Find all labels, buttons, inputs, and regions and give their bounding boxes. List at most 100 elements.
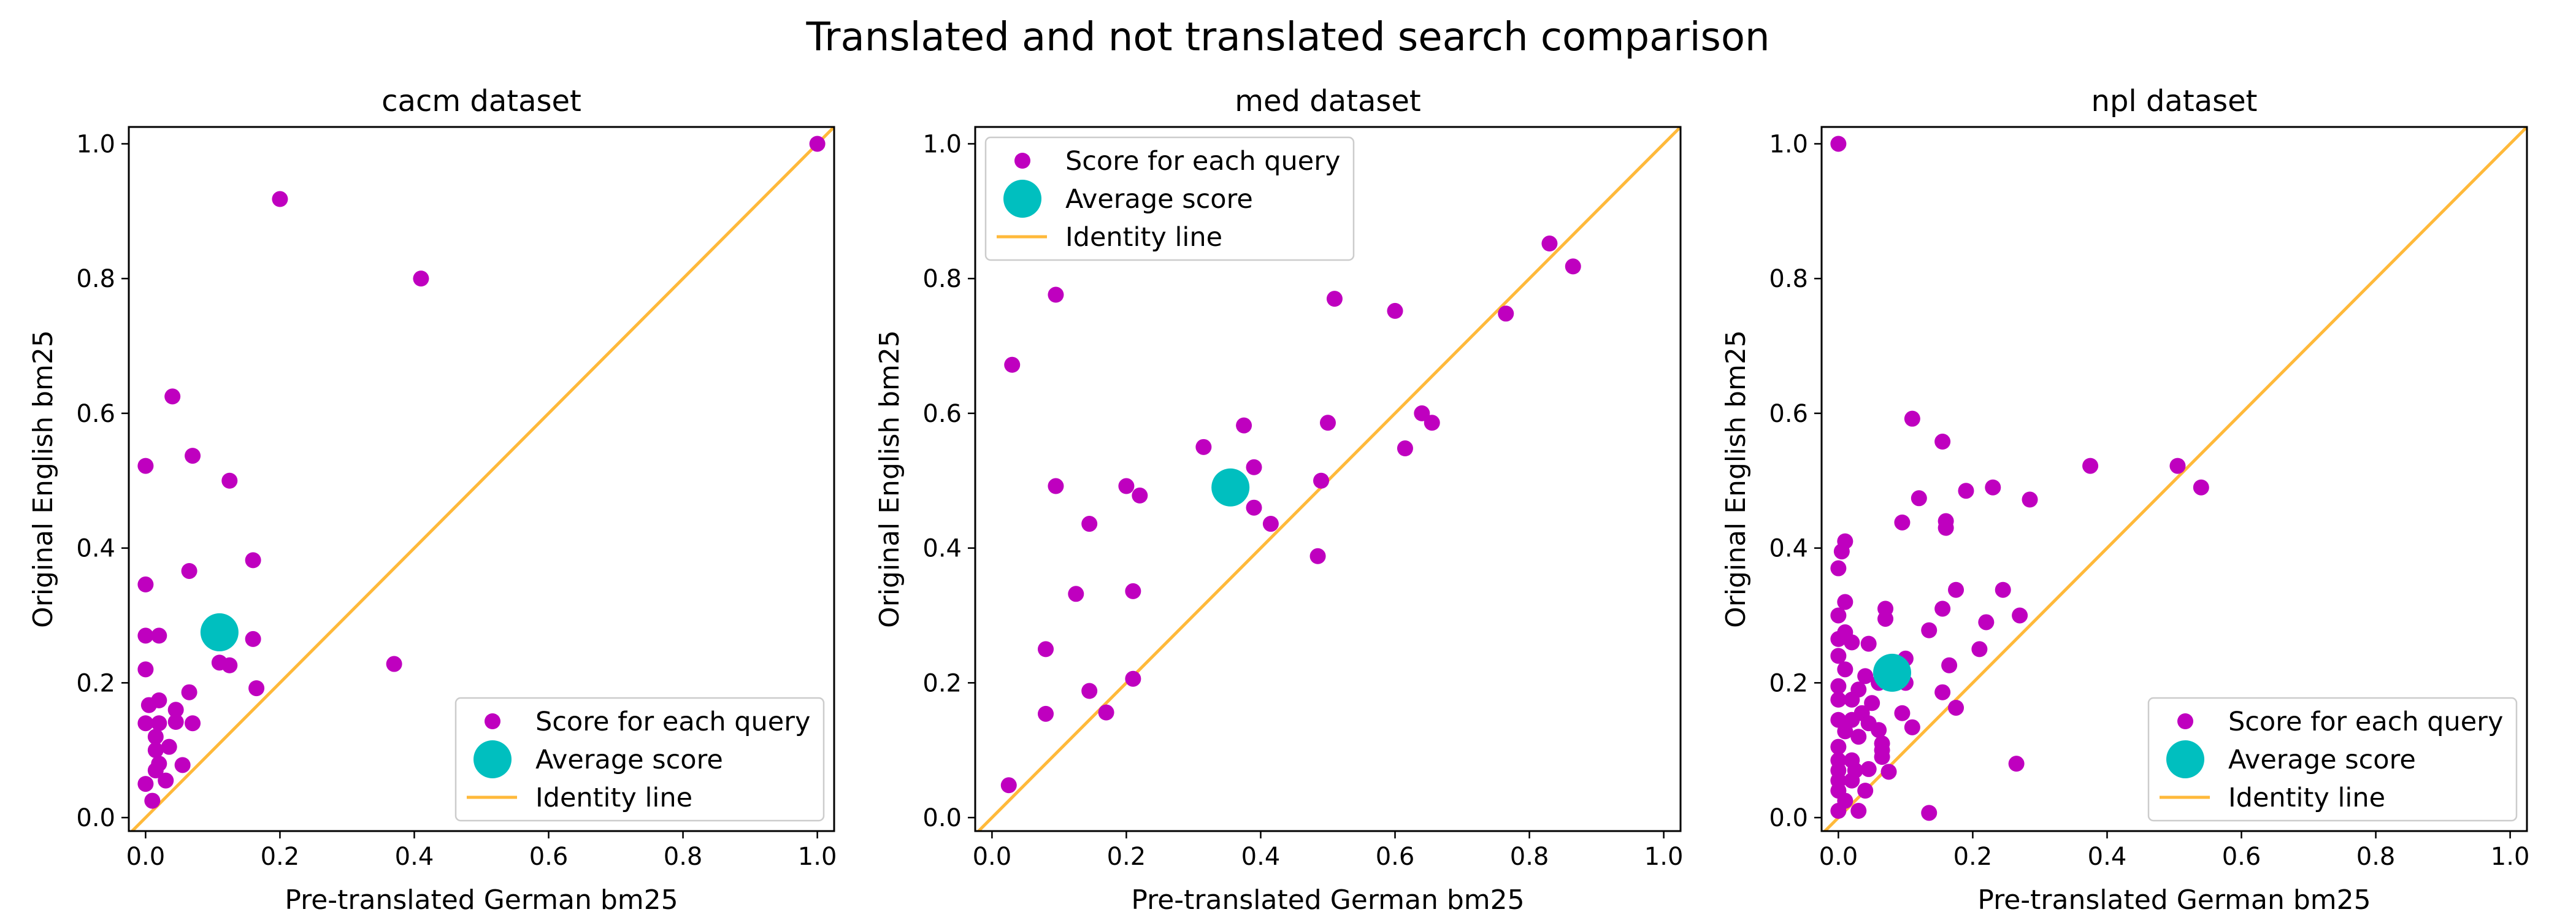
chart-0-xtick-label-5: 1.0 [798, 843, 837, 871]
chart-1-xtick-label-3: 0.6 [1376, 843, 1415, 871]
chart-0-point-31 [174, 757, 191, 773]
chart-0: cacm dataset 0.0 0.2 0.4 0.6 0.8 1.0 0.0 0.2 0.4 0… [28, 84, 837, 916]
chart-2-point-30 [1830, 648, 1847, 664]
chart-1-point-7 [1236, 417, 1252, 434]
chart-1: med dataset 0.0 0.2 0.4 0.6 0.8 1.0 0.0 0.2 0.4 0.… [874, 84, 1684, 916]
chart-2-ytick-label-2: 0.4 [1769, 535, 1808, 563]
chart-0-legend-points-label: Score for each query [535, 707, 810, 737]
chart-0-ytick-label-3: 0.6 [76, 400, 115, 428]
chart-1-legend: Score for each query Average score Identit… [984, 136, 1355, 261]
chart-0-point-22 [167, 702, 184, 718]
chart-0-point-33 [147, 762, 164, 779]
chart-2-point-60 [2008, 756, 2025, 772]
chart-1-xtick-label-5: 1.0 [1644, 843, 1684, 871]
chart-2-point-32 [1971, 641, 1988, 657]
chart-2-legend-average-swatch [2166, 740, 2204, 778]
chart-1-xlabel: Pre-translated German bm25 [1131, 884, 1524, 916]
chart-1-ytick-label-4: 0.8 [922, 265, 962, 293]
chart-1-point-11 [1424, 415, 1440, 431]
chart-1-ytick-label-2: 0.4 [922, 535, 962, 563]
chart-2-xtick-label-0: 0.0 [1819, 843, 1858, 871]
chart-2-point-70 [1830, 803, 1847, 819]
chart-1-point-17 [1313, 472, 1330, 489]
chart-1-point-15 [1118, 478, 1135, 494]
chart-2-point-51 [1837, 723, 1853, 740]
chart-1-point-28 [1098, 704, 1114, 721]
chart-2-point-53 [1850, 729, 1867, 745]
chart-2-point-33 [1941, 657, 1958, 673]
chart-0-point-27 [147, 729, 164, 745]
chart-2-legend: Score for each query Average score Identit… [2147, 697, 2518, 822]
chart-1-point-27 [1038, 705, 1054, 722]
chart-1-legend-identity-label: Identity line [1065, 222, 1222, 253]
chart-1-plot-area [976, 127, 1681, 831]
chart-0-point-19 [181, 684, 197, 700]
chart-2-point-1 [1904, 410, 1920, 427]
chart-2-xtick-label-2: 0.4 [2088, 843, 2127, 871]
chart-2-axes-frame [1820, 126, 2528, 832]
chart-1-point-25 [1081, 683, 1098, 699]
chart-2-point-23 [2012, 607, 2028, 624]
chart-2-point-52 [1871, 722, 1887, 738]
chart-2-point-4 [2169, 458, 2186, 474]
chart-0-point-1 [272, 191, 288, 207]
chart-0-point-15 [221, 657, 238, 673]
chart-1-point-18 [1246, 499, 1262, 516]
chart-0-xtick-label-4: 0.8 [664, 843, 703, 871]
chart-2-point-38 [1830, 678, 1847, 694]
chart-1-point-0 [1004, 356, 1021, 373]
chart-1-point-16 [1132, 487, 1148, 504]
chart-2-average-marker [1873, 653, 1911, 692]
chart-0-ytick-label-5: 1.0 [76, 130, 115, 158]
chart-1-point-21 [1068, 586, 1084, 602]
chart-0-point-11 [151, 627, 167, 644]
chart-0-xtick-label-0: 0.0 [126, 843, 166, 871]
chart-0-legend-average-label: Average score [535, 745, 723, 775]
chart-0-point-18 [248, 680, 265, 697]
chart-2-point-21 [1830, 607, 1847, 624]
chart-2-point-66 [1844, 772, 1860, 789]
chart-0-point-8 [245, 552, 261, 569]
chart-0-point-21 [151, 692, 167, 708]
chart-2-xtick-label-3: 0.6 [2222, 843, 2261, 871]
chart-1-title: med dataset [1235, 84, 1421, 118]
chart-1-ytick-label-3: 0.6 [922, 400, 962, 428]
chart-1-point-14 [1048, 478, 1064, 494]
chart-2-xtick-label-4: 0.8 [2356, 843, 2396, 871]
chart-0-legend: Score for each query Average score Identit… [454, 697, 825, 822]
chart-2-ytick-label-0: 0.0 [1769, 804, 1808, 832]
chart-0-point-17 [137, 661, 154, 678]
chart-2: npl dataset 0.0 0.2 0.4 0.6 0.8 1.0 0.0 0.2 0.4 0.… [1720, 84, 2529, 916]
chart-2-ytick-label-5: 1.0 [1769, 130, 1808, 158]
chart-1-legend-average-swatch [1003, 180, 1041, 218]
chart-2-point-42 [1844, 691, 1860, 708]
chart-2-point-14 [1833, 543, 1850, 560]
chart-0-point-3 [164, 388, 181, 405]
chart-2-point-59 [1874, 749, 1890, 765]
figure-title: Translated and not translated search com… [805, 15, 1769, 60]
chart-0-identity-line [129, 127, 834, 831]
chart-1-xtick-label-1: 0.2 [1107, 843, 1146, 871]
chart-0-ylabel: Original English bm25 [28, 330, 59, 628]
chart-1-point-29 [1000, 777, 1017, 794]
chart-1-point-8 [1195, 439, 1212, 455]
chart-2-point-34 [1837, 661, 1853, 678]
chart-2-point-71 [1850, 803, 1867, 819]
chart-2-point-68 [1857, 783, 1874, 799]
chart-2-point-6 [1958, 483, 1974, 499]
chart-0-xtick-label-2: 0.4 [395, 843, 434, 871]
chart-0-point-34 [158, 772, 174, 789]
chart-0-point-9 [137, 576, 154, 592]
chart-0-ytick-label-0: 0.0 [76, 804, 115, 832]
chart-0-point-5 [185, 448, 201, 464]
chart-1-point-13 [1246, 459, 1262, 475]
chart-1-point-3 [1565, 258, 1581, 275]
chart-1-xtick-label-2: 0.4 [1241, 843, 1281, 871]
chart-1-axes-frame [974, 126, 1682, 832]
chart-2-point-3 [2082, 458, 2099, 474]
chart-1-point-20 [1262, 516, 1279, 532]
subplots: cacm dataset 0.0 0.2 0.4 0.6 0.8 1.0 0.0 0.2 0.4 0… [28, 84, 2529, 916]
chart-2-point-12 [1938, 519, 1954, 536]
chart-0-point-28 [161, 738, 177, 755]
